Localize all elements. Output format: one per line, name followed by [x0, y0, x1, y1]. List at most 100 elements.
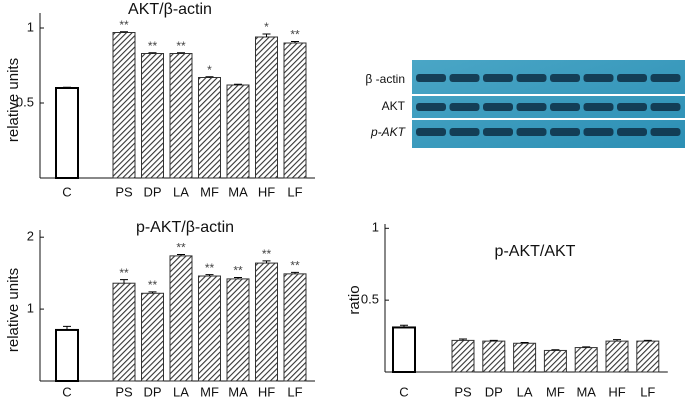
error-bar — [551, 349, 560, 351]
x-tick-label: C — [62, 184, 71, 199]
bar — [226, 278, 250, 382]
x-tick-label: LF — [287, 384, 302, 399]
bar — [543, 349, 567, 373]
x-tick-label: LA — [517, 384, 533, 399]
error-bar — [291, 41, 299, 43]
western-blot: β -actin AKT p-AKT — [365, 60, 685, 148]
blot-band — [449, 74, 480, 82]
y-tick-label: 1 — [27, 301, 34, 316]
significance-label: ** — [262, 247, 272, 261]
bar — [169, 255, 193, 382]
bar — [451, 339, 475, 373]
error-bar — [148, 52, 157, 54]
bar — [169, 53, 193, 179]
blot-band — [650, 103, 681, 111]
significance-label: ** — [176, 39, 186, 53]
error-bar — [262, 260, 271, 264]
chart-title: p-AKT/AKT — [495, 243, 576, 260]
significance-label: * — [264, 20, 269, 34]
blot-band — [550, 103, 580, 111]
significance-label: ** — [233, 264, 243, 278]
x-tick-label: MF — [200, 184, 219, 199]
blot-band — [583, 103, 614, 111]
bar — [198, 77, 221, 179]
error-bar — [520, 342, 529, 344]
error-bar — [177, 52, 185, 54]
blot-band — [650, 128, 681, 136]
bar — [283, 273, 307, 382]
x-tick-label: HF — [258, 184, 275, 199]
bar — [226, 84, 250, 179]
chart-title: p-AKT/β-actin — [136, 219, 234, 236]
x-tick-label: LF — [287, 184, 302, 199]
significance-label: ** — [148, 278, 158, 292]
y-tick-label: 1 — [27, 19, 34, 34]
error-bar — [120, 31, 128, 33]
y-axis-label: relative units — [5, 268, 22, 352]
significance-label: ** — [119, 266, 129, 280]
blot-band — [516, 74, 547, 82]
blot-band — [483, 103, 513, 111]
blot-band — [583, 74, 614, 82]
error-bar — [63, 325, 71, 330]
bar — [112, 282, 136, 382]
error-bar — [489, 339, 498, 342]
y-tick-label: 2 — [27, 229, 34, 244]
error-bar — [120, 279, 128, 284]
blot-label: β -actin — [365, 72, 405, 86]
blot-label: p-AKT — [370, 125, 407, 139]
error-bar — [613, 339, 621, 342]
blot-band — [449, 128, 480, 136]
bar — [574, 347, 598, 373]
error-bar — [459, 338, 467, 341]
error-bar — [262, 33, 271, 37]
x-tick-label: HF — [258, 384, 275, 399]
x-tick-label: MA — [576, 384, 596, 399]
error-bar — [205, 76, 214, 78]
blot-band — [583, 128, 614, 136]
bar — [112, 32, 136, 179]
significance-label: ** — [119, 18, 129, 32]
y-tick-label: 0.5 — [16, 94, 34, 109]
x-tick-label: PS — [115, 184, 133, 199]
x-tick-label: LF — [640, 384, 655, 399]
error-bar — [177, 253, 185, 256]
y-tick-label: 0.5 — [361, 292, 379, 307]
error-bar — [234, 276, 242, 279]
bar — [392, 326, 416, 373]
significance-label: ** — [148, 39, 158, 53]
bar — [141, 53, 164, 179]
x-tick-label: MA — [228, 184, 248, 199]
x-tick-label: MF — [546, 384, 565, 399]
y-axis-label: relative units — [5, 58, 22, 142]
significance-label: ** — [205, 261, 215, 275]
x-tick-label: MA — [228, 384, 248, 399]
blot-band — [550, 74, 580, 82]
x-tick-label: DP — [143, 184, 161, 199]
blot-band — [416, 128, 446, 136]
bar — [55, 328, 79, 383]
error-bar — [291, 271, 299, 274]
blot-band — [617, 74, 647, 82]
bar — [605, 340, 629, 373]
x-tick-label: C — [62, 384, 71, 399]
x-tick-label: DP — [485, 384, 503, 399]
x-tick-label: LA — [173, 184, 189, 199]
blot-band — [550, 128, 580, 136]
blot-band — [516, 103, 547, 111]
x-tick-label: PS — [454, 384, 472, 399]
error-bar — [205, 274, 214, 277]
y-tick-label: 1 — [372, 220, 379, 235]
bar — [636, 340, 660, 373]
blot-band — [416, 74, 446, 82]
bar — [55, 87, 79, 179]
blot-label: AKT — [382, 99, 406, 113]
x-tick-label: PS — [115, 384, 133, 399]
x-tick-label: MF — [200, 384, 219, 399]
blot-band — [650, 74, 681, 82]
significance-label: ** — [176, 241, 186, 255]
x-tick-label: LA — [173, 384, 189, 399]
error-bar — [643, 339, 652, 342]
x-tick-label: DP — [143, 384, 161, 399]
